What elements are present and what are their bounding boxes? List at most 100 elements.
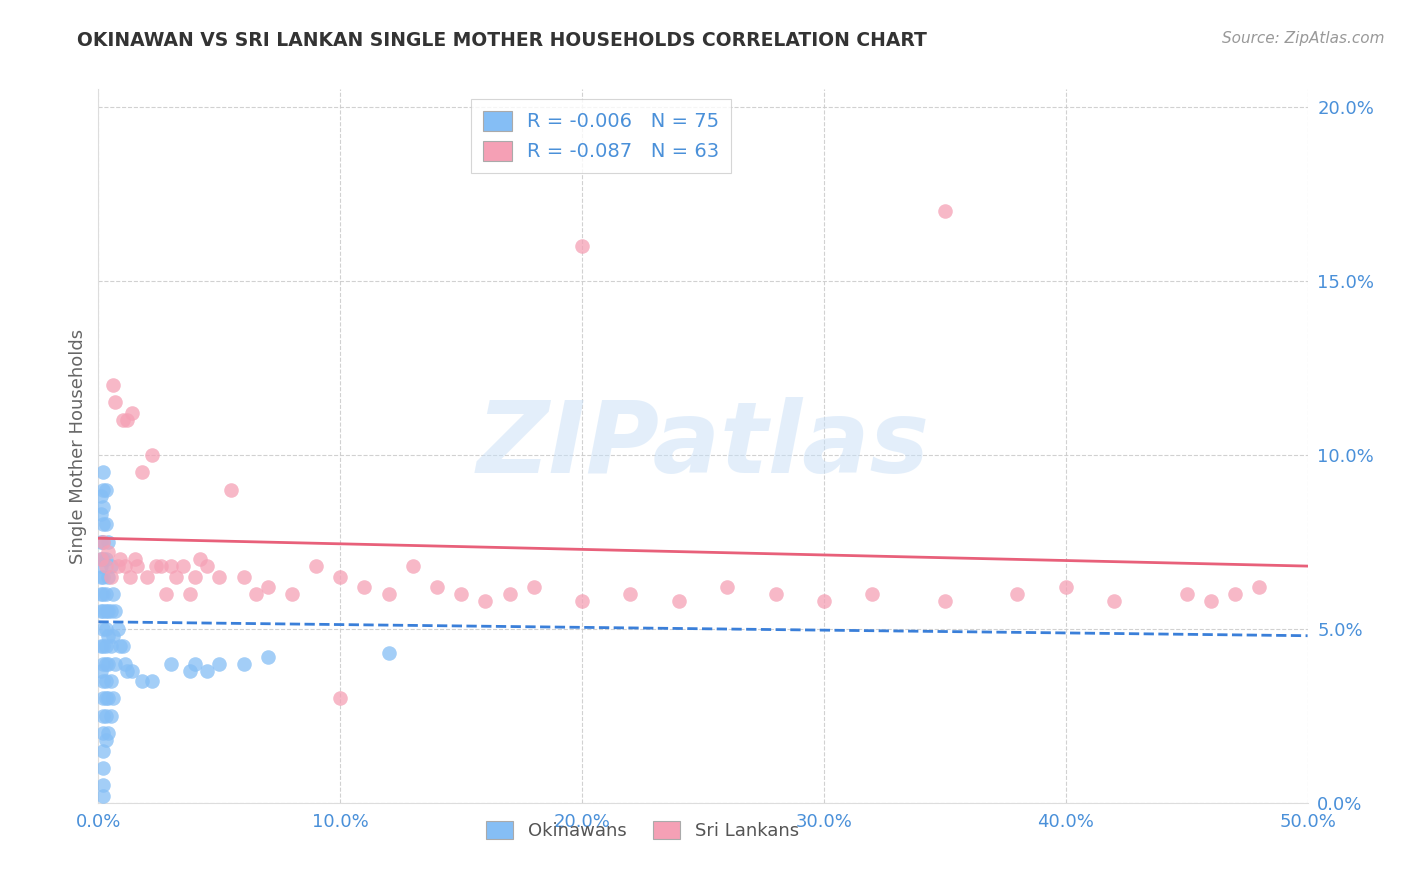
Point — [91, 789, 114, 803]
Point — [90, 559, 112, 574]
Point — [91, 726, 114, 740]
Point — [97, 569, 120, 583]
Point — [90, 507, 112, 521]
Point — [426, 580, 449, 594]
Point — [91, 517, 114, 532]
Point — [155, 587, 177, 601]
Point — [91, 604, 114, 618]
Point — [91, 622, 114, 636]
Point — [329, 569, 352, 583]
Point — [91, 552, 114, 566]
Point — [377, 646, 399, 660]
Point — [94, 587, 117, 601]
Point — [118, 569, 141, 583]
Text: ZIPatlas: ZIPatlas — [477, 398, 929, 494]
Point — [860, 587, 883, 601]
Point — [1249, 580, 1271, 594]
Point — [716, 580, 738, 594]
Point — [172, 559, 194, 574]
Point — [245, 587, 267, 601]
Point — [91, 691, 114, 706]
Point — [111, 413, 134, 427]
Point — [91, 465, 114, 479]
Y-axis label: Single Mother Households: Single Mother Households — [69, 328, 87, 564]
Point — [117, 664, 139, 678]
Legend: Okinawans, Sri Lankans: Okinawans, Sri Lankans — [479, 814, 806, 847]
Point — [90, 587, 112, 601]
Point — [160, 559, 183, 574]
Point — [450, 587, 472, 601]
Point — [571, 239, 593, 253]
Point — [90, 490, 112, 504]
Point — [94, 657, 117, 671]
Point — [281, 587, 304, 601]
Point — [94, 559, 117, 574]
Point — [100, 708, 122, 723]
Point — [97, 534, 120, 549]
Point — [1102, 594, 1125, 608]
Point — [97, 545, 120, 559]
Point — [571, 594, 593, 608]
Point — [91, 708, 114, 723]
Point — [121, 406, 143, 420]
Point — [101, 691, 124, 706]
Point — [101, 629, 124, 643]
Point — [101, 587, 124, 601]
Point — [813, 594, 835, 608]
Point — [184, 657, 207, 671]
Point — [91, 569, 114, 583]
Point — [127, 559, 149, 574]
Point — [179, 664, 201, 678]
Point — [108, 639, 131, 653]
Point — [91, 743, 114, 757]
Point — [141, 673, 163, 688]
Point — [90, 569, 112, 583]
Point — [124, 552, 146, 566]
Point — [305, 559, 328, 574]
Point — [94, 708, 117, 723]
Point — [91, 534, 114, 549]
Point — [94, 604, 117, 618]
Point — [104, 604, 127, 618]
Point — [121, 664, 143, 678]
Point — [208, 569, 231, 583]
Point — [208, 657, 231, 671]
Point — [232, 569, 254, 583]
Point — [165, 569, 187, 583]
Text: OKINAWAN VS SRI LANKAN SINGLE MOTHER HOUSEHOLDS CORRELATION CHART: OKINAWAN VS SRI LANKAN SINGLE MOTHER HOU… — [77, 31, 927, 50]
Text: Source: ZipAtlas.com: Source: ZipAtlas.com — [1222, 31, 1385, 46]
Point — [934, 594, 956, 608]
Point — [90, 639, 112, 653]
Point — [1007, 587, 1029, 601]
Point — [107, 622, 129, 636]
Point — [91, 778, 114, 792]
Point — [256, 580, 278, 594]
Point — [107, 559, 129, 574]
Point — [94, 639, 117, 653]
Point — [179, 587, 201, 601]
Point — [188, 552, 211, 566]
Point — [94, 552, 117, 566]
Point — [104, 657, 127, 671]
Point — [100, 673, 122, 688]
Point — [91, 587, 114, 601]
Point — [100, 569, 122, 583]
Point — [97, 657, 120, 671]
Point — [141, 448, 163, 462]
Point — [160, 657, 183, 671]
Point — [91, 639, 114, 653]
Point — [91, 534, 114, 549]
Point — [104, 395, 127, 409]
Point — [91, 500, 114, 514]
Point — [94, 517, 117, 532]
Point — [94, 622, 117, 636]
Point — [108, 552, 131, 566]
Point — [90, 552, 112, 566]
Point — [97, 726, 120, 740]
Point — [91, 761, 114, 775]
Point — [1223, 587, 1246, 601]
Point — [90, 534, 112, 549]
Point — [114, 657, 136, 671]
Point — [353, 580, 375, 594]
Point — [135, 569, 157, 583]
